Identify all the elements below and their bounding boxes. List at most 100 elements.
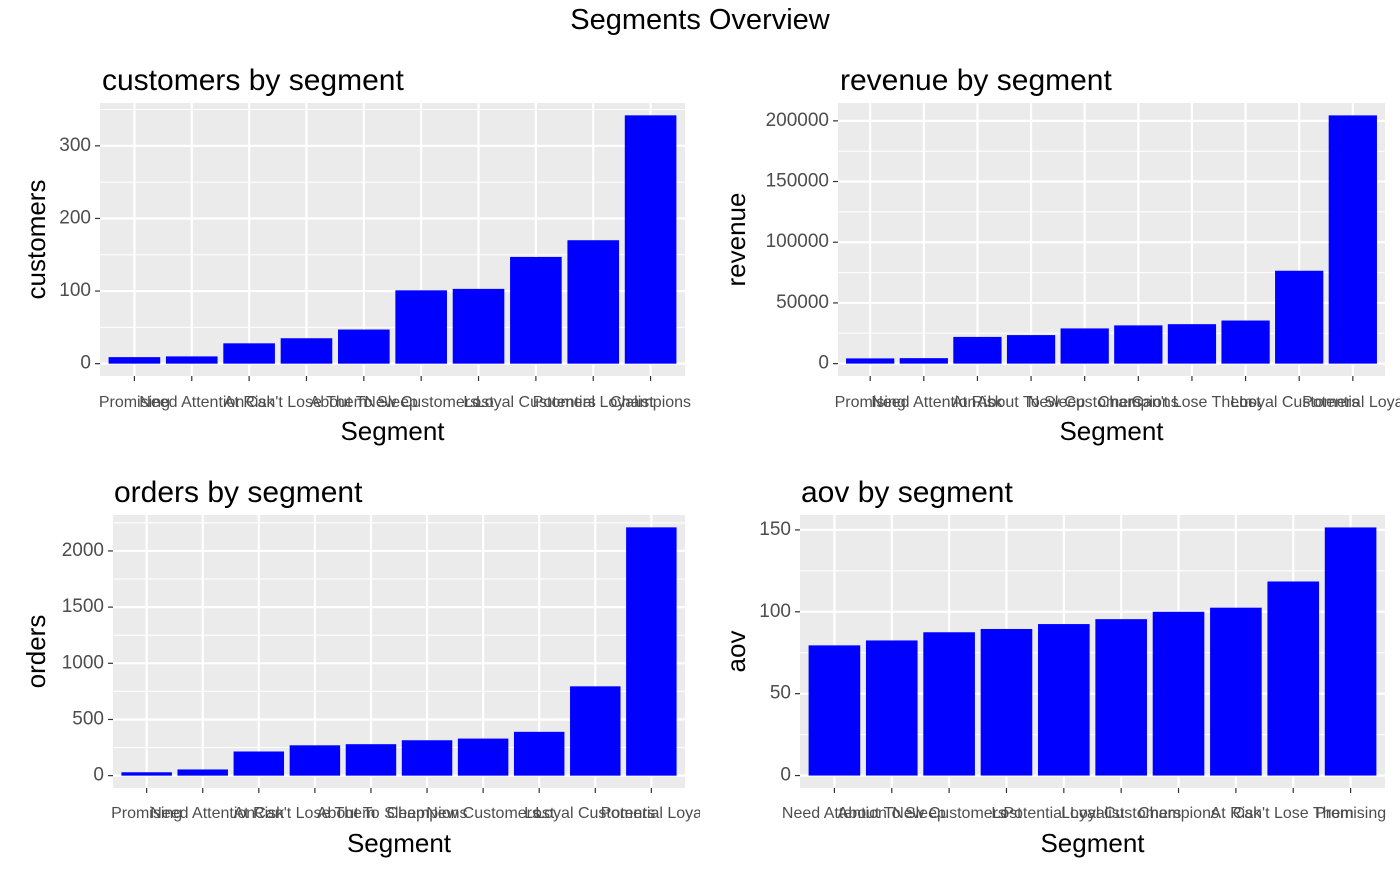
x-tick-label: Potential Loyalist [1003, 805, 1125, 822]
bar [177, 769, 228, 776]
x-tick-label: Potential Loyalist [533, 394, 655, 411]
y-tick-label: 0 [818, 353, 829, 374]
chart-panel-customers: customers by segment 0 100 200 300 Promising N… [0, 40, 700, 460]
orders-chart: orders by segment 0 500 1000 1500 2000 Promisi… [21, 476, 702, 858]
bar [280, 338, 333, 364]
y-tick-label: 2000 [62, 540, 104, 561]
x-tick-label: Promising [835, 394, 906, 411]
y-tick-label: 200000 [766, 110, 829, 131]
x-tick-label: Promising [99, 394, 170, 411]
bar [513, 731, 565, 776]
x-tick-label: Champions [387, 805, 468, 822]
bar [457, 738, 509, 776]
y-tick-label: 100 [759, 601, 791, 622]
x-tick-label: Need Attention [150, 805, 255, 822]
x-tick-label: New Customers [364, 394, 478, 411]
x-tick-label: Need Attention [782, 805, 887, 822]
x-tick-label: Lost [524, 805, 555, 822]
y-axis-title: revenue [721, 193, 751, 287]
y-tick-label: 100 [59, 280, 91, 301]
x-tick-label: Champions [610, 394, 691, 411]
y-tick-label: 0 [780, 765, 791, 786]
x-tick-label: Can't Lose Them [254, 805, 375, 822]
chart-panel-revenue: revenue by segment 0 50000 100000 150000 2000… [700, 40, 1400, 460]
x-tick-label: Promising [1315, 805, 1386, 822]
chart-title: customers by segment [102, 64, 404, 97]
x-tick-label: Need Attention [871, 394, 976, 411]
bar [626, 527, 677, 776]
bar [1060, 328, 1109, 364]
bar [899, 358, 948, 364]
bar [345, 744, 397, 776]
bar [570, 686, 621, 776]
customers-chart: customers by segment0100200300PromisingN… [21, 64, 691, 446]
bar [1006, 335, 1056, 364]
x-tick-label: Champions [1098, 394, 1179, 411]
figure-title: Segments Overview [570, 4, 830, 36]
x-tick-label: Need Attention [139, 394, 244, 411]
bar [1152, 611, 1205, 776]
bar [223, 343, 275, 364]
bar [1267, 581, 1320, 776]
bar [1095, 619, 1147, 776]
y-tick-label: 500 [72, 708, 104, 729]
x-tick-label: Loyal Customers [535, 805, 655, 822]
x-tick-label: New Customers [426, 805, 540, 822]
x-tick-label: At Risk [233, 805, 285, 822]
x-tick-label: Potential Loya [1302, 394, 1400, 411]
bar [401, 740, 453, 776]
x-tick-label: About To Sleep [838, 805, 946, 822]
y-tick-label: 200 [59, 207, 91, 228]
bar [1167, 324, 1217, 364]
y-axis-title: customers [21, 180, 51, 300]
y-tick-label: 50000 [776, 292, 829, 313]
x-tick-label: Potential Loya [601, 805, 700, 822]
x-tick-label: New Customers [892, 805, 1006, 822]
x-tick-label: Loyal Customers [476, 394, 596, 411]
y-tick-label: 100000 [766, 231, 829, 252]
chart-title: orders by segment [114, 476, 363, 509]
bar [1210, 607, 1262, 776]
bar [1038, 624, 1090, 776]
bar [1221, 320, 1270, 364]
bar [165, 356, 218, 364]
bar [1328, 115, 1377, 364]
bar [567, 240, 620, 364]
bar [108, 357, 161, 364]
x-tick-label: Lost [463, 394, 494, 411]
x-axis-title: Segment [340, 416, 445, 446]
y-tick-label: 150 [759, 519, 791, 540]
bar [1275, 270, 1324, 364]
y-tick-label: 1000 [62, 652, 104, 673]
x-tick-label: At Risk [1211, 805, 1263, 822]
x-tick-label: At Risk [952, 394, 1004, 411]
bar [289, 745, 341, 776]
bar [953, 336, 1002, 364]
y-axis-title: aov [721, 631, 751, 673]
bar [233, 751, 285, 776]
y-axis-title: orders [21, 615, 51, 689]
chart-panel-aov: aov by segment 0 50 100 150 Need Attention Abo… [700, 452, 1400, 866]
x-tick-label: Lost [991, 805, 1022, 822]
bar [865, 640, 918, 776]
x-tick-label: Promising [111, 805, 182, 822]
x-tick-label: Champions [1138, 805, 1219, 822]
x-tick-label: Can't Lose Them [1233, 805, 1354, 822]
bar [923, 632, 975, 776]
x-tick-label: Can't Lose Them [1131, 394, 1252, 411]
bar [338, 329, 390, 364]
bar [510, 256, 562, 364]
bar [452, 288, 505, 364]
bar [121, 772, 172, 776]
x-tick-label: At Risk [224, 394, 276, 411]
x-tick-label: About To Sleep [977, 394, 1085, 411]
x-tick-label: About To Sleep [317, 805, 425, 822]
chart-panel-orders: orders by segment 0 500 1000 1500 2000 Promisi… [0, 452, 702, 866]
x-tick-label: Loyal Customers [1239, 394, 1359, 411]
aov-chart: aov by segment 0 50 100 150 Need AttentionAbo… [721, 476, 1386, 858]
x-axis-title: Segment [1040, 828, 1145, 858]
bar [846, 358, 895, 364]
y-tick-label: 0 [93, 765, 104, 786]
y-tick-label: 300 [59, 135, 91, 156]
x-tick-label: New Customers [1028, 394, 1142, 411]
